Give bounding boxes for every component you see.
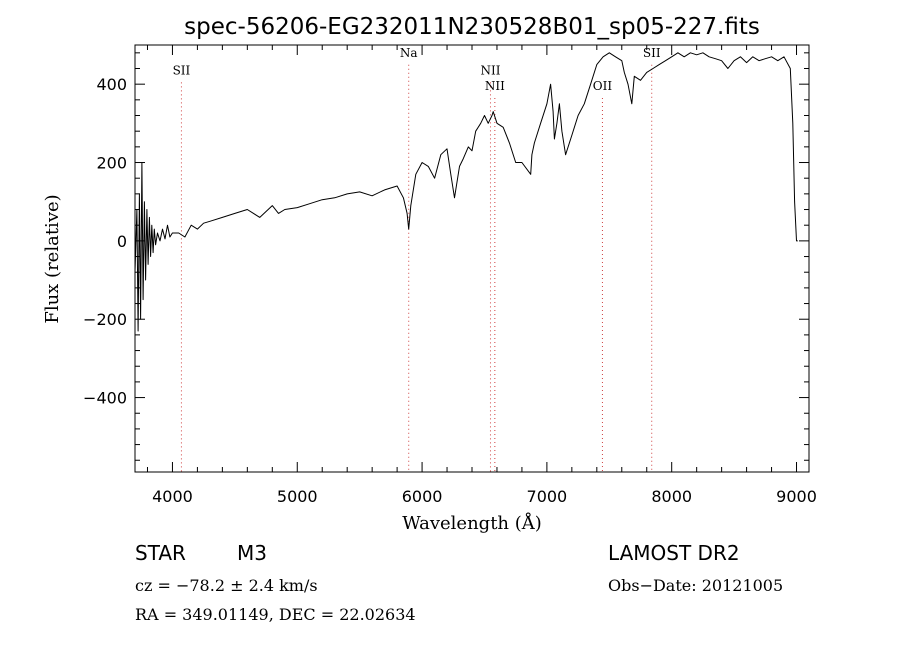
x-axis-label: Wavelength (Å) [402,512,542,534]
x-tick-label: 6000 [402,487,443,506]
y-axis-label: Flux (relative) [42,194,63,323]
coordinates: RA = 349.01149, DEC = 22.02634 [135,605,416,624]
line-marker-label: Na [400,46,418,60]
y-tick-label: −200 [83,310,127,329]
x-tick-label: 4000 [152,487,193,506]
line-marker-label: SII [643,46,661,60]
obs-date: Obs−Date: 20121005 [608,576,783,595]
line-marker-label: NII [480,63,500,77]
x-tick-label: 9000 [776,487,817,506]
x-tick-label: 8000 [651,487,692,506]
redshift-cz: cz = −78.2 ± 2.4 km/s [135,576,318,595]
chart-title: spec-56206-EG232011N230528B01_sp05-227.f… [184,14,760,40]
line-marker-label: OII [593,79,613,93]
x-tick-label: 5000 [277,487,318,506]
survey-name: LAMOST DR2 [608,541,740,565]
spectrum-series [134,52,798,332]
y-tick-label: −400 [83,389,127,408]
plot-frame [134,44,810,473]
line-markers: SII Na NII NII OII SII [173,46,661,472]
line-marker-label: SII [173,63,191,77]
spectrum-line [134,52,798,332]
object-type: STAR [135,541,186,565]
axis-ticks: 4000 5000 6000 7000 8000 9000 −400 −200 0 200 400 [83,45,817,506]
x-tick-label: 7000 [527,487,568,506]
y-tick-label: 200 [96,154,127,173]
object-subclass: M3 [237,541,267,565]
line-marker-label: NII [485,79,505,93]
y-tick-label: 0 [117,232,127,251]
y-tick-label: 400 [96,75,127,94]
